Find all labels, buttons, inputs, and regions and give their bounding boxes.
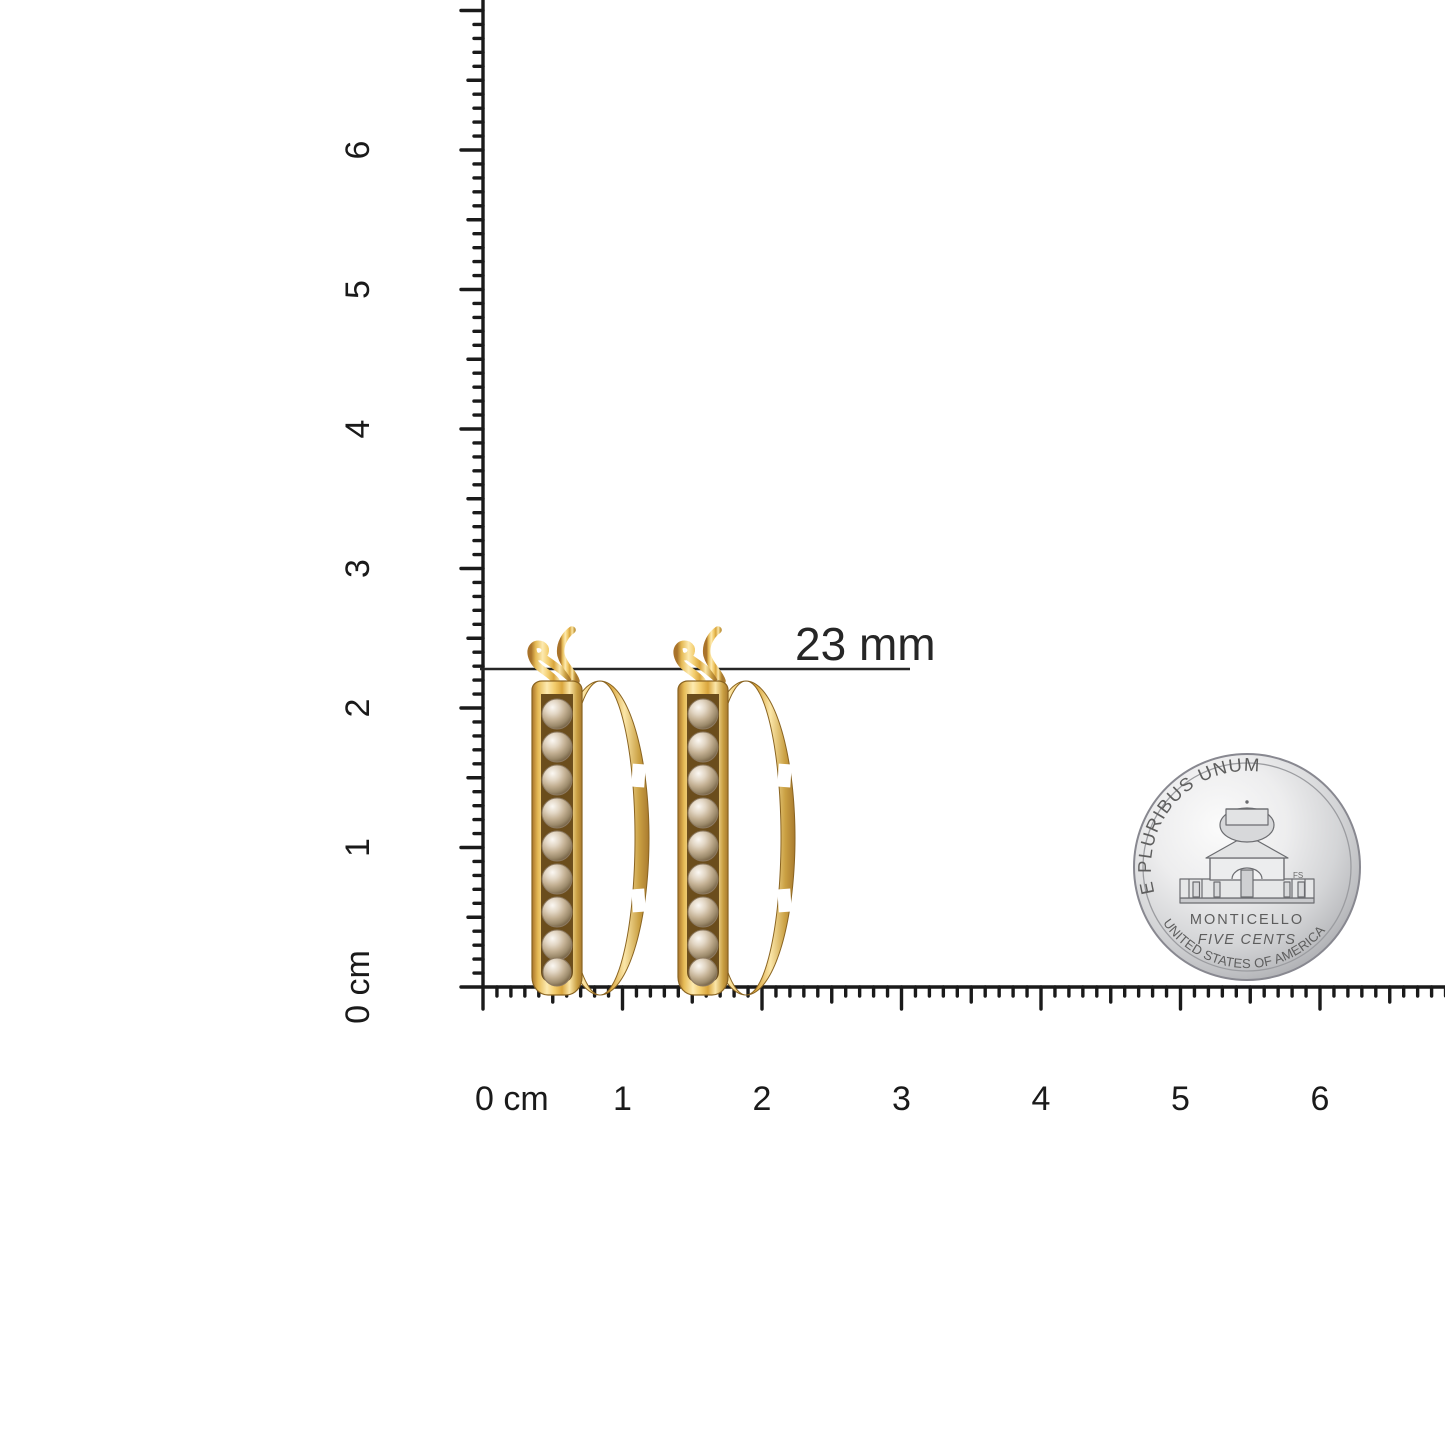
svg-text:0 cm: 0 cm [475,1080,549,1118]
svg-text:2: 2 [339,699,377,718]
svg-text:5: 5 [339,280,377,299]
svg-text:6: 6 [1311,1080,1330,1118]
svg-text:4: 4 [339,420,377,439]
svg-text:23 mm: 23 mm [795,618,936,670]
svg-text:2: 2 [753,1080,772,1118]
svg-text:FS: FS [1293,871,1303,880]
svg-text:0 cm: 0 cm [339,950,377,1024]
svg-text:FIVE CENTS: FIVE CENTS [1198,932,1296,948]
svg-text:1: 1 [339,838,377,857]
svg-text:1: 1 [613,1080,632,1118]
svg-text:3: 3 [892,1080,911,1118]
svg-text:5: 5 [1171,1080,1190,1118]
svg-text:6: 6 [339,141,377,160]
svg-text:4: 4 [1032,1080,1051,1118]
svg-text:MONTICELLO: MONTICELLO [1190,912,1304,928]
svg-text:3: 3 [339,559,377,578]
